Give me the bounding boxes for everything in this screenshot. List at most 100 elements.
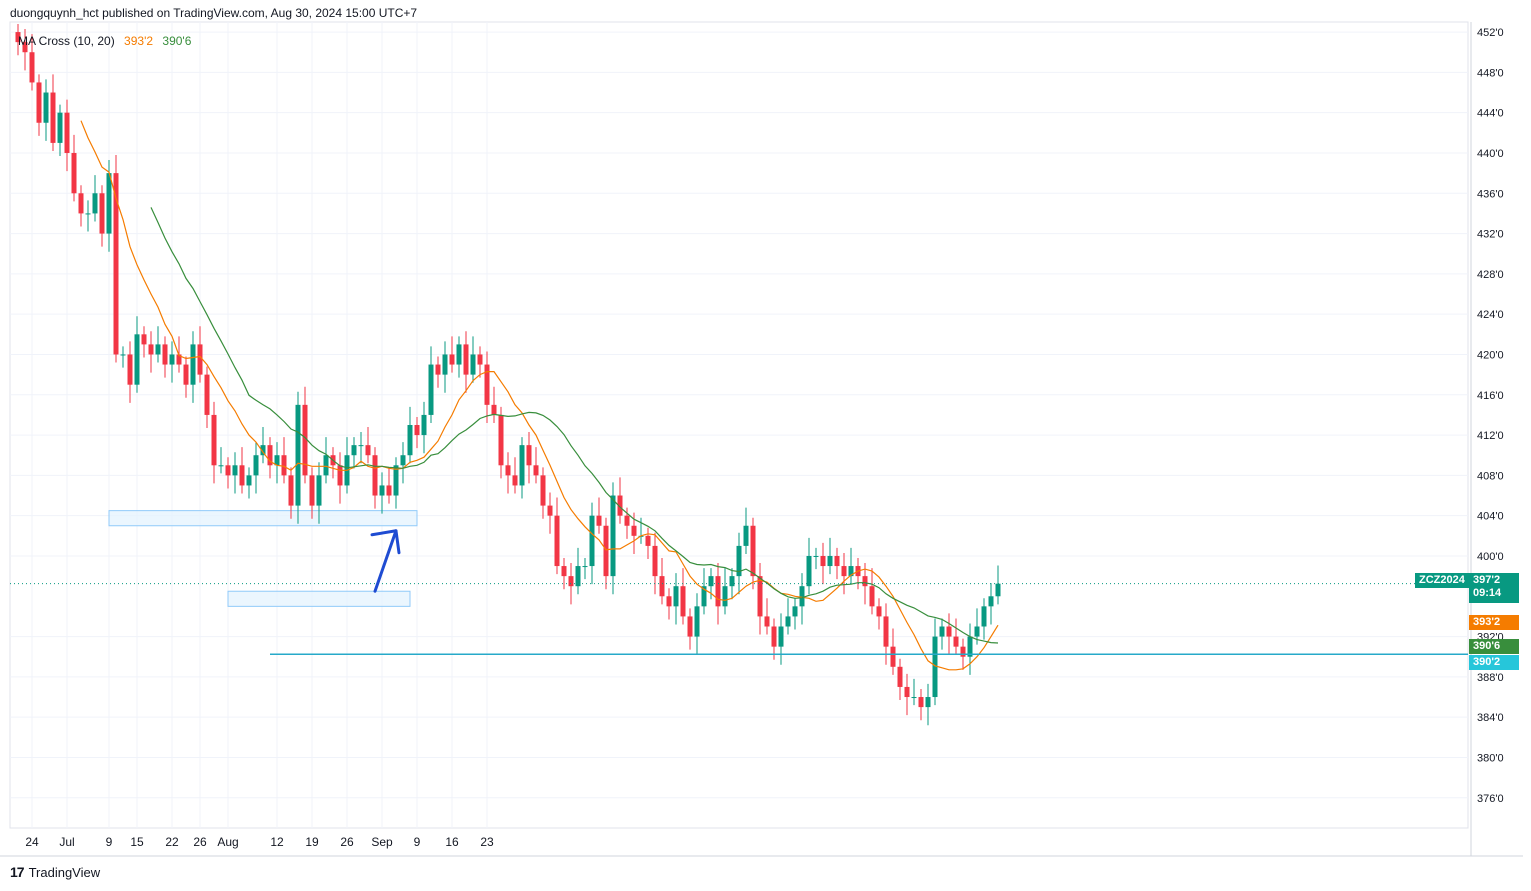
- candle-body: [617, 495, 623, 516]
- candle-body: [253, 455, 259, 476]
- candle-body: [463, 344, 469, 375]
- candle-body: [680, 586, 686, 617]
- candle-body: [645, 535, 651, 546]
- candle-body: [106, 173, 112, 234]
- ma-slow-line: [150, 207, 999, 644]
- candle-body: [162, 344, 168, 365]
- x-tick-label: 16: [445, 835, 459, 849]
- ma-slow-value: 390'6: [162, 34, 192, 48]
- candle-body: [365, 445, 371, 456]
- candle-body: [477, 354, 483, 365]
- tradingview-logo-icon: 17: [10, 864, 25, 880]
- candle-body: [120, 354, 126, 356]
- candle-body: [694, 606, 700, 637]
- candle-body: [190, 344, 196, 385]
- candle-body: [218, 465, 224, 467]
- candle-body: [862, 576, 868, 587]
- y-tick-label: 436'0: [1477, 188, 1504, 200]
- candle-body: [981, 606, 987, 627]
- candle-body: [771, 626, 777, 647]
- x-tick-label: 22: [165, 835, 179, 849]
- candle-body: [428, 364, 434, 415]
- candle-body: [932, 636, 938, 698]
- x-tick-label: 15: [130, 835, 144, 849]
- candle-body: [407, 425, 413, 456]
- candle-body: [904, 686, 910, 698]
- candle-body: [967, 636, 973, 657]
- candle-body: [778, 626, 784, 647]
- candlestick-series: [15, 24, 1001, 726]
- candle-body: [351, 445, 357, 456]
- candle-body: [337, 465, 343, 486]
- arrow-shaft: [373, 529, 398, 593]
- candle-body: [575, 566, 581, 587]
- candle-body: [281, 455, 287, 476]
- y-tick-label: 452'0: [1477, 27, 1504, 39]
- candle-body: [526, 445, 532, 466]
- candle-body: [92, 193, 98, 214]
- candle-body: [372, 455, 378, 496]
- tradingview-footer[interactable]: 17 TradingView: [10, 864, 100, 880]
- candle-body: [274, 455, 280, 466]
- price-zone: [227, 590, 411, 607]
- candle-body: [71, 152, 77, 194]
- candle-body: [561, 566, 567, 577]
- candle-body: [43, 92, 49, 123]
- candle-body: [582, 566, 588, 568]
- candle-body: [925, 697, 931, 708]
- y-tick-label: 424'0: [1477, 309, 1504, 321]
- candle-body: [470, 354, 476, 375]
- candle-body: [988, 596, 994, 607]
- candle-body: [799, 586, 805, 607]
- candle-body: [603, 525, 609, 577]
- candle-body: [631, 525, 637, 536]
- x-tick-label: 19: [305, 835, 319, 849]
- candle-body: [813, 555, 819, 557]
- candle-body: [57, 112, 63, 143]
- last-price-tag: 397'2 09:14: [1469, 573, 1519, 603]
- candle-body: [323, 455, 329, 476]
- candle-body: [589, 515, 595, 567]
- candle-body: [442, 354, 448, 375]
- candle-body: [876, 606, 882, 617]
- candle-body: [29, 52, 35, 83]
- x-tick-label: Aug: [217, 835, 238, 849]
- candle-body: [974, 626, 980, 637]
- candle-body: [659, 576, 665, 597]
- candle-body: [36, 82, 42, 123]
- candle-body: [176, 354, 182, 365]
- x-tick-label: 23: [480, 835, 494, 849]
- plot-frame: [9, 21, 1469, 829]
- candle-body: [302, 404, 308, 476]
- candle-body: [806, 555, 812, 587]
- candle-body: [288, 475, 294, 506]
- publisher-line: duongquynh_hct published on TradingView.…: [10, 6, 418, 20]
- candle-body: [785, 616, 791, 627]
- candle-body: [946, 626, 952, 637]
- candle-body: [673, 586, 679, 607]
- ma-fast-value: 393'2: [124, 34, 154, 48]
- candle-body: [764, 616, 770, 627]
- tradingview-brand: TradingView: [28, 864, 101, 880]
- candle-body: [15, 32, 21, 43]
- candle-body: [239, 465, 245, 486]
- candle-body: [183, 364, 189, 385]
- candle-body: [554, 515, 560, 567]
- candle-body: [225, 465, 231, 476]
- candle-body: [295, 404, 301, 506]
- y-tick-label: 448'0: [1477, 67, 1504, 79]
- y-tick-label: 444'0: [1477, 108, 1504, 120]
- candle-body: [211, 414, 217, 466]
- candle-body: [792, 606, 798, 617]
- candle-body: [386, 485, 392, 496]
- candle-body: [484, 364, 490, 405]
- candle-body: [358, 445, 364, 447]
- moving-averages: [80, 120, 999, 671]
- candle-body: [505, 465, 511, 476]
- candle-body: [834, 555, 840, 567]
- indicator-legend[interactable]: MA Cross (10, 20) 393'2 390'6: [18, 34, 191, 48]
- y-tick-label: 400'0: [1477, 551, 1504, 563]
- candle-body: [379, 485, 385, 496]
- candle-body: [498, 414, 504, 466]
